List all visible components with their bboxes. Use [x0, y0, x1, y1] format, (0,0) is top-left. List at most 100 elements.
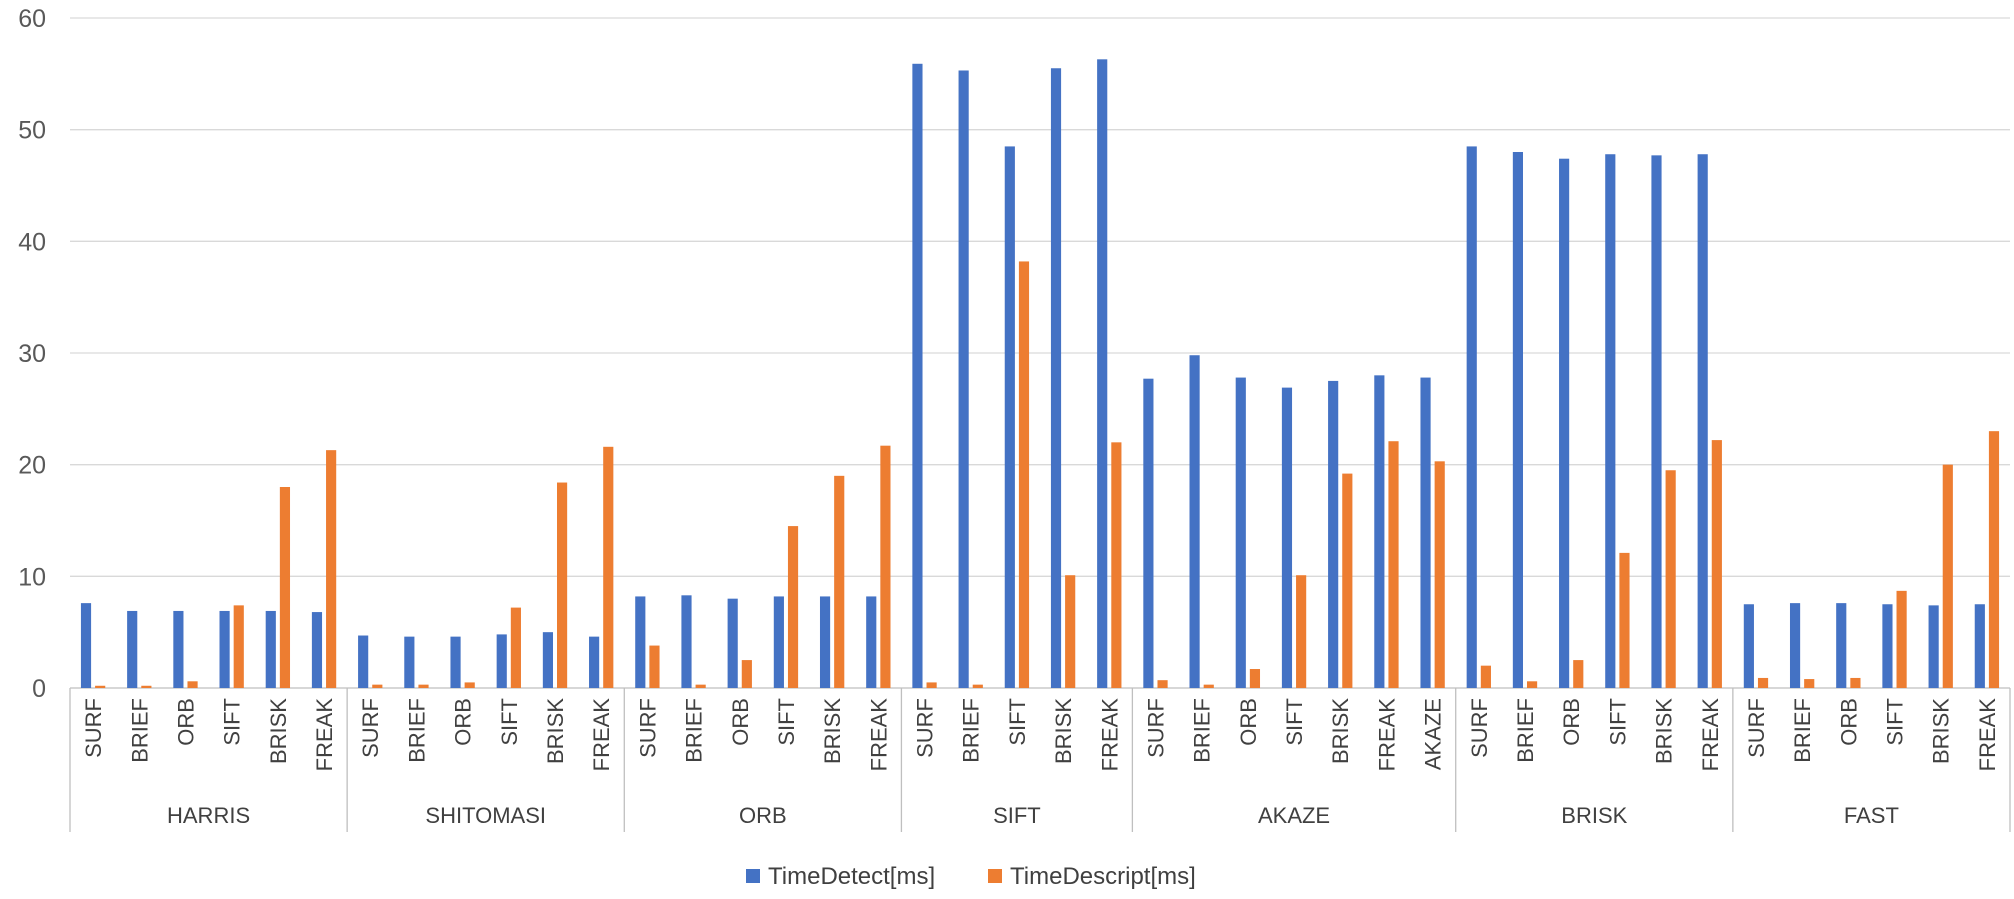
bar-brisk-sift-descript — [1619, 552, 1630, 688]
bar-akaze-surf-detect — [1143, 378, 1154, 688]
x-category-label: BRISK — [1929, 698, 1954, 764]
x-category-label: SURF — [913, 698, 938, 758]
x-category-label: BRISK — [1328, 698, 1353, 764]
x-category-label: FREAK — [1975, 698, 2000, 772]
bar-harris-freak-detect — [311, 612, 323, 688]
bar-sift-sift-descript — [1018, 261, 1030, 688]
bar-brisk-brief-detect — [1512, 152, 1523, 688]
x-category-label: BRIEF — [1513, 698, 1538, 763]
y-tick-label: 10 — [18, 563, 46, 591]
x-category-label: ORB — [1236, 698, 1261, 746]
x-category-label: BRIEF — [1790, 698, 1815, 763]
bar-harris-orb-descript — [187, 681, 198, 688]
bar-shitomasi-brisk-descript — [557, 482, 568, 688]
bar-sift-brief-detect — [958, 70, 969, 688]
bar-shitomasi-sift-detect — [496, 634, 507, 688]
x-category-label: ORB — [1559, 698, 1584, 746]
x-category-label: BRISK — [820, 698, 845, 764]
x-category-label: ORB — [1836, 698, 1861, 746]
bar-brisk-orb-descript — [1573, 660, 1584, 688]
x-category-label: SURF — [1744, 698, 1769, 758]
bar-shitomasi-freak-detect — [589, 636, 600, 688]
x-axis: SURF BRIEF ORB SIFT BRISK FREAK HARRIS SURF BRIE… — [69, 688, 2011, 832]
x-category-label: SIFT — [1282, 698, 1307, 746]
bar-akaze-orb-detect — [1235, 377, 1246, 688]
bar-harris-brisk-detect — [265, 610, 276, 688]
bar-fast-orb-detect — [1836, 603, 1847, 688]
x-category-label: BRISK — [1051, 698, 1076, 764]
bar-orb-sift-descript — [787, 526, 799, 688]
x-category-label: SIFT — [497, 698, 522, 746]
bar-fast-brief-descript — [1804, 679, 1815, 688]
x-category-label: BRIEF — [404, 698, 429, 763]
x-category-label: BRIEF — [682, 698, 707, 763]
bar-fast-freak-descript — [1988, 431, 2000, 688]
y-axis-tick-labels: 0 10 20 30 40 50 60 — [18, 5, 46, 703]
bar-shitomasi-orb-detect — [450, 636, 461, 688]
bar-orb-brisk-detect — [819, 596, 831, 688]
bar-fast-brisk-descript — [1942, 464, 1953, 688]
bar-sift-surf-detect — [912, 63, 923, 689]
x-category-label: SURF — [635, 698, 660, 758]
legend: TimeDetect[ms] TimeDescript[ms] — [746, 863, 1196, 890]
bar-orb-brief-detect — [681, 595, 692, 688]
y-tick-label: 60 — [18, 5, 46, 33]
legend-label-descript: TimeDescript[ms] — [1010, 863, 1196, 890]
bar-akaze-sift-descript — [1296, 575, 1307, 688]
bar-akaze-akaze-detect — [1420, 377, 1431, 688]
legend-swatch-descript — [988, 869, 1002, 883]
bar-akaze-brisk-detect — [1328, 380, 1339, 688]
bar-akaze-freak-descript — [1388, 441, 1399, 688]
bar-akaze-brief-descript — [1203, 684, 1214, 688]
bar-orb-brief-descript — [695, 684, 706, 688]
x-category-label: ORB — [728, 698, 753, 746]
bar-akaze-akaze-descript — [1434, 461, 1445, 688]
bar-brisk-brief-descript — [1527, 681, 1538, 688]
bar-harris-brief-detect — [127, 610, 138, 688]
x-category-label: SIFT — [220, 698, 245, 746]
bar-sift-sift-detect — [1004, 146, 1015, 688]
bar-orb-freak-descript — [880, 445, 891, 688]
bar-brisk-brisk-descript — [1665, 470, 1676, 688]
bar-harris-brisk-descript — [279, 487, 291, 688]
x-group-label: BRISK — [1561, 803, 1627, 828]
bar-shitomasi-brief-detect — [404, 636, 415, 688]
bars — [80, 59, 2000, 689]
bar-harris-freak-descript — [326, 450, 337, 688]
x-group-label: FAST — [1844, 803, 1899, 828]
legend-label-detect: TimeDetect[ms] — [768, 863, 935, 890]
x-group-label: HARRIS — [167, 803, 250, 828]
x-category-label: SIFT — [1005, 698, 1030, 746]
bar-harris-surf-descript — [95, 685, 106, 688]
bar-shitomasi-surf-detect — [358, 635, 369, 688]
x-category-label: FREAK — [589, 698, 614, 772]
bar-akaze-brisk-descript — [1342, 473, 1353, 688]
bar-shitomasi-surf-descript — [372, 684, 383, 688]
bar-orb-brisk-descript — [834, 475, 845, 688]
x-category-label: SURF — [358, 698, 383, 758]
gridlines — [70, 17, 2010, 689]
bar-harris-surf-detect — [80, 603, 92, 688]
y-tick-label: 20 — [18, 452, 46, 480]
bar-akaze-sift-detect — [1281, 387, 1293, 688]
bar-brisk-sift-detect — [1605, 154, 1616, 688]
bar-shitomasi-orb-descript — [464, 682, 475, 688]
bar-harris-sift-detect — [219, 610, 230, 688]
bar-orb-orb-descript — [741, 660, 752, 688]
x-category-label: SIFT — [1883, 698, 1908, 746]
x-category-label: BRISK — [1652, 698, 1677, 764]
bar-brisk-orb-detect — [1559, 158, 1570, 688]
bar-akaze-surf-descript — [1157, 680, 1168, 688]
x-category-label: SURF — [1467, 698, 1492, 758]
x-category-label: SURF — [1143, 698, 1168, 758]
y-tick-label: 0 — [32, 675, 46, 703]
bar-akaze-brief-detect — [1189, 355, 1200, 688]
bar-fast-surf-descript — [1757, 677, 1769, 688]
x-category-label: FREAK — [312, 698, 337, 772]
x-group-label: ORB — [739, 803, 787, 828]
x-category-label: SIFT — [1605, 698, 1630, 746]
bar-harris-sift-descript — [233, 605, 244, 688]
bar-sift-freak-detect — [1097, 59, 1108, 689]
y-tick-label: 30 — [18, 340, 46, 368]
bar-orb-surf-detect — [635, 596, 646, 688]
